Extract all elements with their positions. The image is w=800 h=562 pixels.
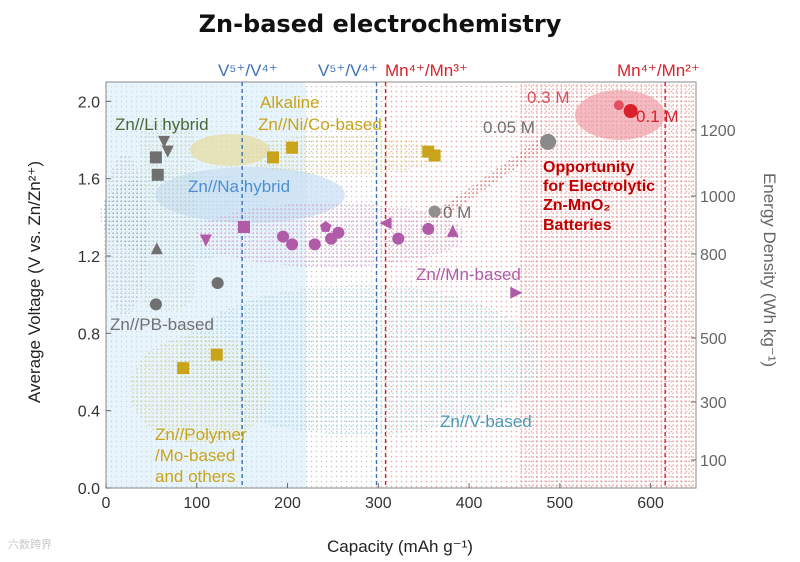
region-label: Alkaline [260, 93, 320, 112]
data-point [308, 238, 321, 251]
plot-frame [105, 81, 697, 489]
y2-tick-label: 500 [700, 331, 727, 348]
region-label: and others [155, 467, 235, 486]
data-point [211, 277, 224, 290]
data-point [379, 217, 392, 230]
data-point [428, 149, 441, 162]
watermark: 六数跨界 [8, 539, 52, 551]
data-point [286, 141, 299, 154]
data-point [332, 226, 345, 239]
data-point [151, 168, 164, 181]
x-tick-label: 300 [365, 495, 392, 512]
vline-label: V⁵⁺/V⁴⁺ [318, 61, 378, 80]
y2-tick-label: 800 [700, 247, 727, 264]
y2-tick-label: 300 [700, 395, 727, 412]
region-pb-based [103, 155, 147, 315]
data-point [237, 221, 250, 233]
y-tick-label: 1.2 [78, 249, 100, 266]
y-tick-label: 2.0 [78, 94, 100, 111]
data-point [149, 151, 162, 164]
y-tick-label: 1.6 [78, 172, 100, 189]
data-point [286, 238, 299, 251]
callout-line: Batteries [543, 217, 612, 234]
y2-tick-label: 1200 [700, 123, 736, 140]
data-point [267, 151, 280, 164]
data-point [623, 104, 638, 118]
annotation-0-1m: 0.1 M [636, 107, 679, 126]
data-point [422, 222, 435, 235]
data-point [177, 362, 190, 375]
callout-line: Zn-MnO₂ [543, 197, 611, 214]
vline-label: Mn⁴⁺/Mn³⁺ [385, 61, 468, 80]
region-label: /Mo-based [155, 446, 235, 465]
y-tick-label: 0.8 [78, 326, 100, 343]
data-point [199, 234, 212, 247]
data-point [510, 286, 523, 299]
axis-ticks: 0 100 200 300 400 500 600 0.0 0.4 0.8 1.2 1.6 2.0 120… [78, 94, 736, 512]
chart-title: Zn-based electrochemistry [199, 10, 562, 38]
region-ni-co-based-2 [190, 134, 270, 166]
region-label: Zn//V-based [440, 412, 532, 431]
data-point [161, 145, 174, 158]
callout: Opportunity for Electrolytic Zn-MnO₂ Bat… [543, 159, 655, 234]
region-label: Zn//PB-based [110, 315, 214, 334]
callout-line: for Electrolytic [543, 178, 655, 195]
data-point [149, 298, 162, 311]
annotation-0m: 0 M [443, 203, 471, 222]
region-label: Zn//Mn-based [416, 265, 521, 284]
region-label: Zn//Polymer [155, 425, 247, 444]
y2-axis-label: Energy Density (Wh kg⁻¹) [760, 173, 779, 367]
region-label: Zn//Li hybrid [115, 115, 209, 134]
data-point [540, 133, 557, 150]
data-point [446, 224, 459, 237]
vline-label: V⁵⁺/V⁴⁺ [218, 61, 278, 80]
data-point [319, 221, 332, 232]
vline-label: Mn⁴⁺/Mn²⁺ [617, 61, 700, 80]
x-tick-label: 100 [183, 495, 210, 512]
y-tick-label: 0.4 [78, 404, 100, 421]
y2-tick-label: 1000 [700, 189, 736, 206]
region-v-based [180, 285, 540, 435]
region-trend-arrow [430, 135, 550, 222]
region-label: Zn//Na hybrid [188, 177, 290, 196]
y-tick-label: 0.0 [78, 481, 100, 498]
data-point [428, 205, 441, 218]
x-tick-label: 200 [274, 495, 301, 512]
data-points [149, 100, 638, 375]
data-point [150, 242, 163, 255]
y-axis-label: Average Voltage (V vs. Zn/Zn²⁺) [25, 161, 44, 403]
region-electrolytic-top [575, 90, 665, 140]
region-li-hybrid [140, 120, 195, 310]
region-label: Zn//Ni/Co-based [258, 115, 382, 134]
data-point [613, 100, 624, 111]
data-point [277, 230, 289, 243]
callout-line: Opportunity [543, 159, 635, 176]
x-tick-label: 600 [637, 495, 664, 512]
y2-tick-label: 100 [700, 453, 727, 470]
x-axis-label: Capacity (mAh g⁻¹) [327, 537, 473, 556]
region-layer [100, 82, 696, 488]
annotation-0-3m: 0.3 M [527, 88, 570, 107]
region-polymer-mo [130, 335, 270, 445]
annotation-0-05m: 0.05 M [483, 118, 535, 137]
data-point [210, 348, 223, 361]
data-point [158, 135, 171, 148]
data-point [392, 232, 405, 245]
x-tick-label: 500 [546, 495, 573, 512]
x-tick-label: 0 [102, 495, 111, 512]
region-labels: Zn//Li hybrid Alkaline Zn//Ni/Co-based Zn//… [110, 93, 532, 486]
reference-lines: V⁵⁺/V⁴⁺ V⁵⁺/V⁴⁺ Mn⁴⁺/Mn³⁺ Mn⁴⁺/Mn²⁺ [218, 61, 700, 488]
x-tick-label: 400 [456, 495, 483, 512]
